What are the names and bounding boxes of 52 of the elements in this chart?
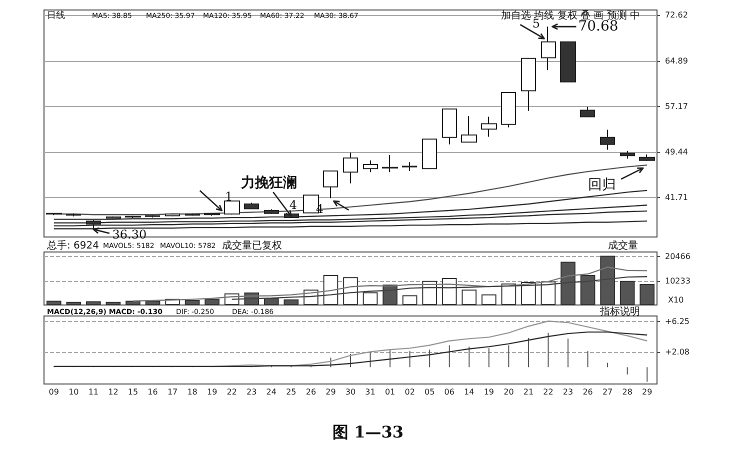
x-tick-label: 22 [543, 388, 554, 396]
x-tick-label: 09 [48, 388, 59, 396]
y-tick-label: 64.89 [665, 56, 688, 66]
annotation: 4 [289, 198, 298, 212]
x-tick-label: 31 [365, 388, 376, 396]
y-tick-label: 57.17 [665, 102, 688, 111]
x-tick-label: 02 [404, 388, 415, 396]
x-tick-label: 06 [444, 388, 454, 396]
y-tick-label: 10233 [665, 276, 690, 286]
x-tick-label: 17 [167, 388, 178, 396]
y-tick-label: 20466 [665, 252, 690, 262]
annotation: 力挽狂澜 [240, 174, 298, 192]
x-tick-label: 26 [582, 388, 593, 396]
text: 成交量 [608, 240, 638, 252]
annotation: 70.68 [578, 18, 618, 35]
x-tick-label: 16 [148, 388, 158, 396]
x-tick-label: 18 [187, 388, 198, 396]
x-tick-label: 23 [562, 388, 574, 396]
y-tick-label: 72.62 [665, 10, 688, 20]
x-tick-label: 10 [68, 388, 79, 396]
text: 成交量已复权 [222, 240, 282, 252]
x-tick-label: 12 [108, 388, 118, 396]
y-tick-label: 49.44 [665, 147, 688, 156]
x-tick-label: 15 [128, 388, 138, 396]
text: X10 [668, 296, 684, 304]
y-tick-label: +6.25 [665, 316, 690, 326]
x-tick-label: 14 [464, 388, 474, 396]
x-tick-label: 23 [246, 388, 257, 396]
x-tick-label: 11 [88, 388, 99, 396]
x-tick-label: 24 [266, 388, 276, 396]
x-tick-label: 27 [602, 388, 613, 396]
x-tick-label: 22 [226, 388, 237, 396]
x-tick-label: 19 [484, 388, 494, 396]
x-tick-label: 01 [384, 388, 396, 396]
x-tick-label: 26 [306, 388, 316, 396]
x-tick-label: 19 [206, 388, 218, 396]
x-tick-label: 28 [622, 388, 632, 396]
x-tick-label: 30 [345, 388, 356, 396]
x-tick-label: 20 [504, 388, 514, 396]
x-tick-label: 05 [424, 388, 435, 396]
x-tick-label: 25 [286, 388, 296, 396]
x-tick-label: 29 [326, 388, 336, 396]
x-tick-label: 29 [642, 388, 652, 396]
x-tick-label: 21 [523, 388, 534, 396]
y-tick-label: 41.71 [665, 192, 688, 202]
annotation: 1 [225, 190, 233, 204]
annotation: 回归 [588, 177, 616, 194]
annotation: 指标说明 [599, 306, 640, 318]
caption: 图 1—33 [332, 422, 404, 442]
text: 总手: 6924 [46, 240, 99, 252]
annotation: 日线 [47, 10, 65, 21]
y-tick-label: +2.08 [665, 347, 690, 356]
